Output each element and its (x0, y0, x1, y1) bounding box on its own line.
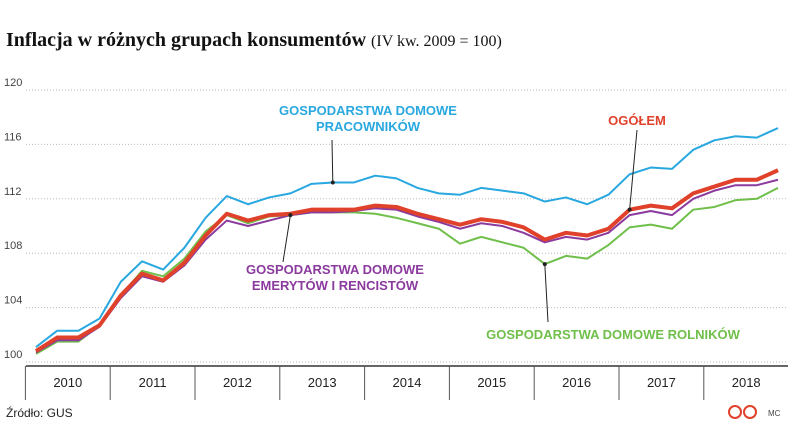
x-tick-label: 2010 (53, 375, 82, 390)
x-tick-label: 2018 (732, 375, 761, 390)
y-tick-label: 104 (4, 295, 22, 307)
x-tick-label: 2013 (308, 375, 337, 390)
y-tick-label: 100 (4, 349, 22, 361)
series-line (35, 127, 779, 348)
series-line (35, 187, 779, 355)
credit: MC (768, 409, 781, 418)
x-tick-label: 2014 (393, 375, 422, 390)
leader-dot (542, 262, 547, 267)
leader-line (331, 139, 334, 183)
y-tick-label: 112 (4, 186, 22, 198)
x-tick-label: 2017 (647, 375, 676, 390)
series-label: GOSPODARSTWA DOMOWE ROLNIKÓW (486, 327, 740, 342)
leader-dot (330, 180, 335, 185)
logo (743, 405, 757, 419)
x-tick-label: 2016 (562, 375, 591, 390)
leader-line (629, 129, 638, 210)
y-tick-label: 116 (4, 131, 22, 143)
x-tick-label: 2015 (477, 375, 506, 390)
title-text: Inflacja w różnych grupach konsumentów (6, 29, 367, 51)
chart-title: Inflacja w różnych grupach konsumentów (I… (6, 29, 502, 51)
leader-line (282, 215, 291, 263)
leader-line (544, 264, 549, 323)
x-tick-label: 2011 (139, 375, 167, 390)
subtitle: (IV kw. 2009 = 100) (371, 33, 502, 50)
series-label: OGÓŁEM (608, 113, 666, 128)
source: Źródło: GUS (6, 405, 73, 420)
series-label: GOSPODARSTWA DOMOWE PRACOWNIKÓW (279, 103, 457, 134)
x-tick-label: 2012 (223, 375, 252, 390)
y-tick-label: 108 (4, 240, 22, 252)
y-tick-label: 120 (4, 77, 22, 89)
leader-dot (627, 207, 632, 212)
series-line (34, 168, 779, 353)
series-label: GOSPODARSTWA DOMOWE EMERYTÓW I RENCISTÓW (246, 262, 424, 293)
logo (728, 405, 742, 419)
leader-dot (288, 213, 293, 218)
